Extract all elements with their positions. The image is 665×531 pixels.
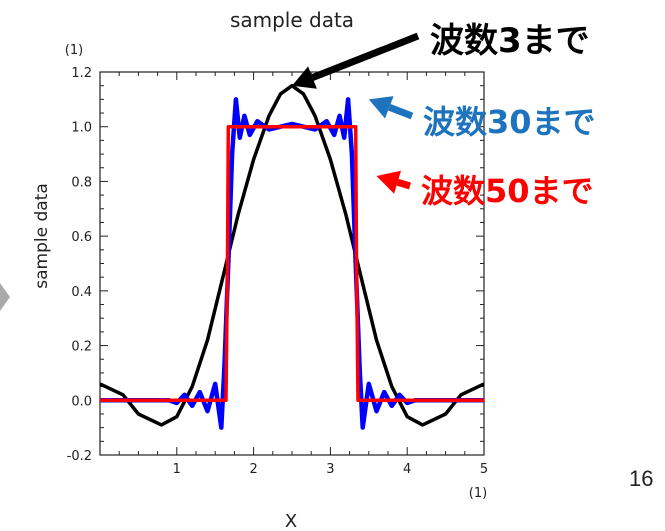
y-tick-label: 0.8 bbox=[71, 175, 92, 190]
x-tick-label: 4 bbox=[403, 462, 411, 477]
annotation-label: 波数50まで bbox=[421, 172, 594, 210]
annotation-label: 波数3まで bbox=[430, 21, 590, 61]
x-tick-label: 3 bbox=[326, 462, 334, 477]
x-tick-label: 1 bbox=[173, 462, 181, 477]
series-line-2 bbox=[100, 97, 484, 430]
annotation-arrow-shaft bbox=[396, 178, 412, 190]
y-tick-label: 0.6 bbox=[71, 230, 92, 245]
y-tick-label: -0.2 bbox=[67, 449, 92, 464]
x-tick-label: 5 bbox=[480, 462, 488, 477]
series-line-3 bbox=[100, 124, 484, 403]
y-axis-label: sample data bbox=[32, 183, 52, 289]
annotation-arrow-head bbox=[368, 96, 394, 119]
annotation-label: 波数30まで bbox=[423, 103, 596, 141]
page-number: 16 bbox=[629, 466, 654, 491]
y-tick-label: 0.0 bbox=[71, 394, 92, 409]
x-scale-label: (1) bbox=[469, 486, 487, 501]
x-tick-label: 2 bbox=[249, 462, 257, 477]
annotation-arrow-head bbox=[376, 170, 401, 194]
chart-title: sample data bbox=[230, 8, 354, 32]
annotation-arrow-shaft bbox=[311, 32, 420, 81]
y-scale-label: (1) bbox=[65, 43, 83, 58]
annotation-arrow-shaft bbox=[388, 104, 414, 120]
annotation-arrow-head bbox=[292, 66, 317, 89]
y-tick-label: 1.2 bbox=[71, 66, 92, 81]
y-tick-label: 0.2 bbox=[71, 340, 92, 355]
x-axis-label: X bbox=[285, 511, 297, 531]
slide-arrow-left bbox=[0, 283, 10, 311]
y-tick-label: 1.0 bbox=[71, 121, 92, 136]
y-tick-label: 0.4 bbox=[71, 285, 92, 300]
